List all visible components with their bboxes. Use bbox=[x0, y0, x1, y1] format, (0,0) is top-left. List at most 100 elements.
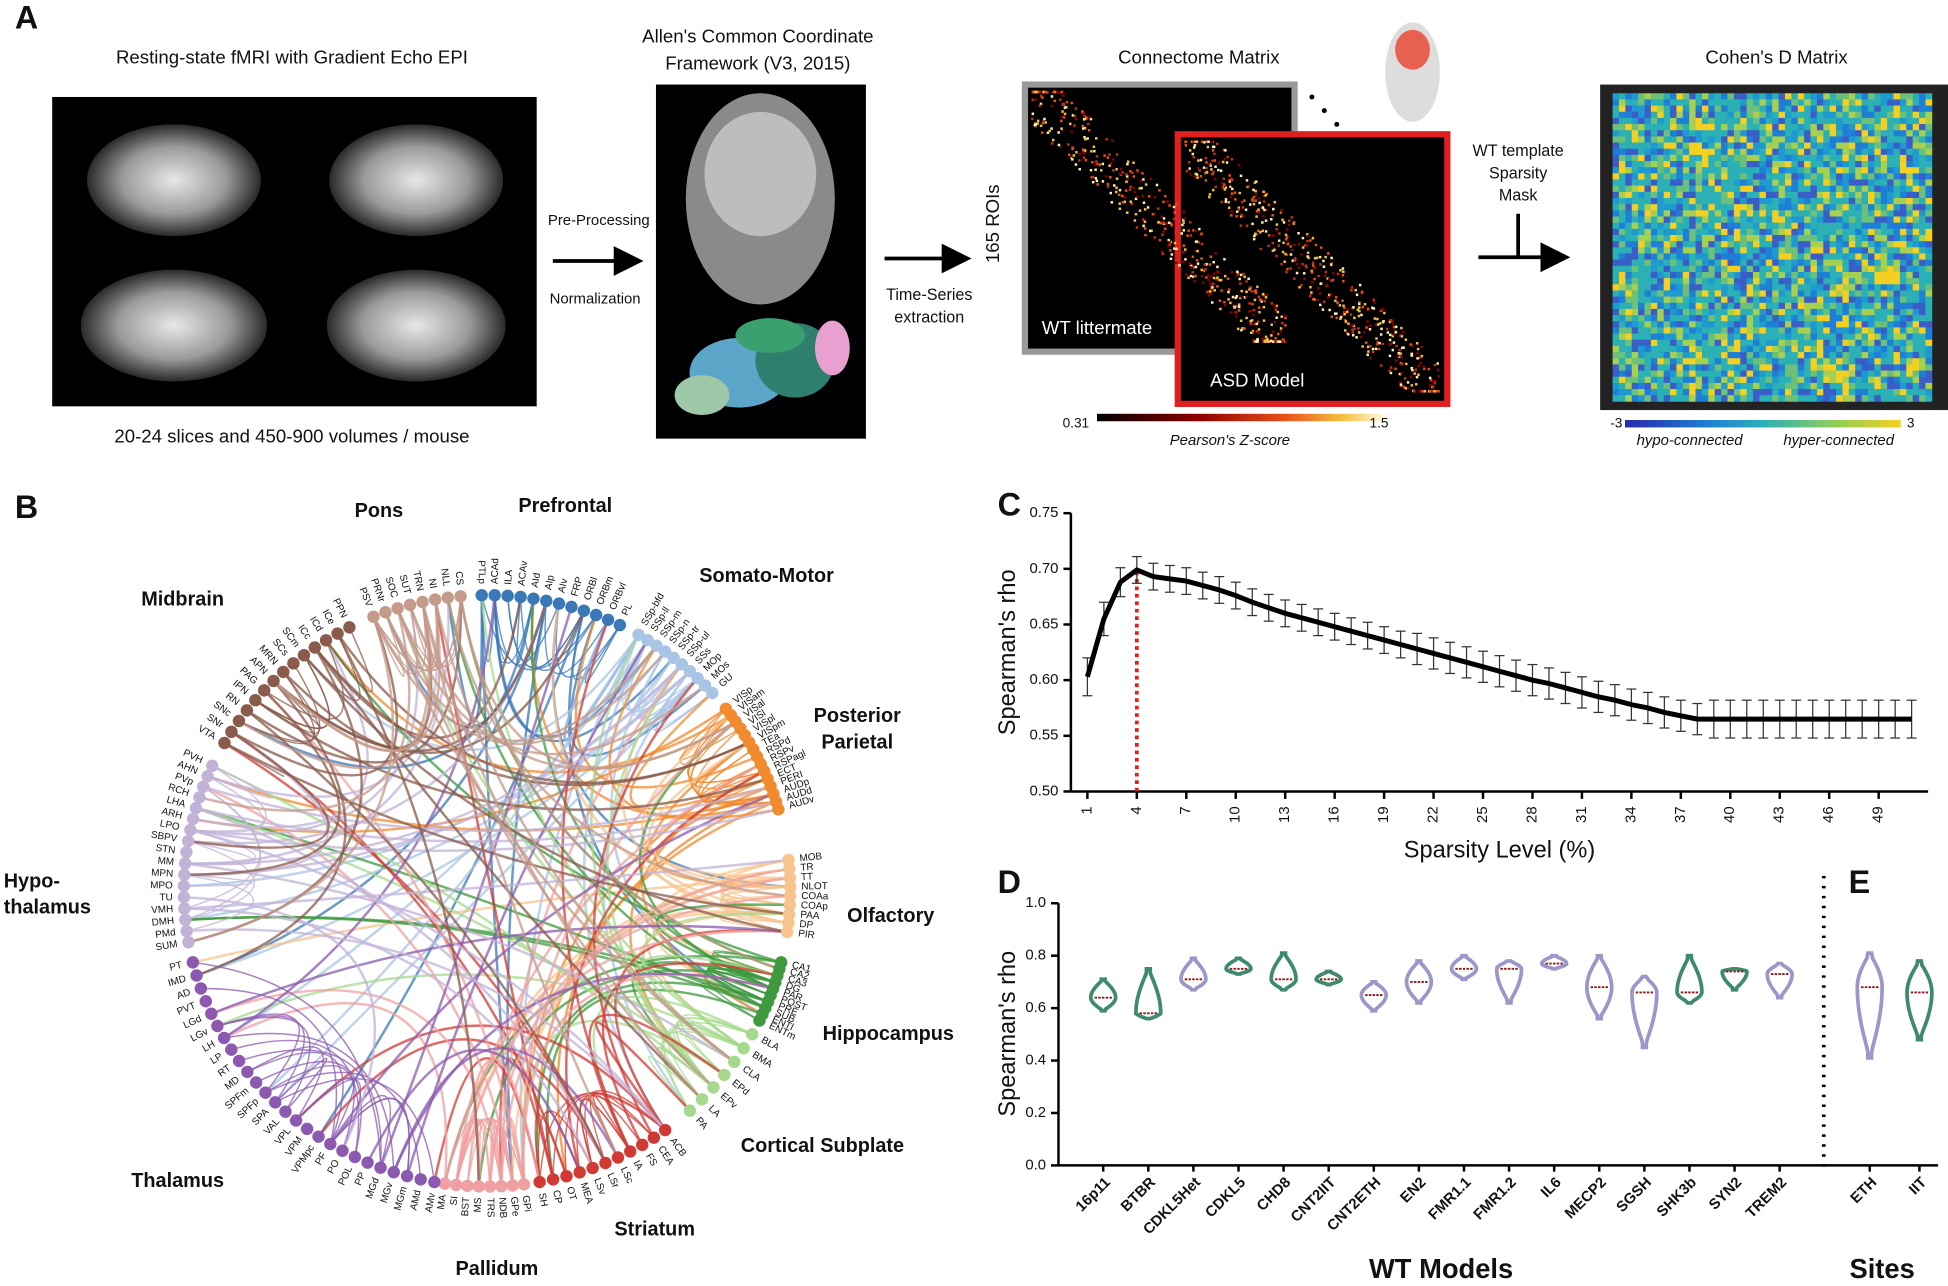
speckle bbox=[1262, 214, 1264, 216]
cell bbox=[1689, 112, 1696, 119]
speckle bbox=[1215, 186, 1217, 188]
cell bbox=[1715, 149, 1722, 156]
cell bbox=[1919, 217, 1926, 224]
panel-letter: E bbox=[1849, 864, 1871, 900]
cell bbox=[1791, 278, 1798, 285]
cell bbox=[1664, 167, 1671, 174]
cell bbox=[1823, 278, 1830, 285]
speckle bbox=[1371, 307, 1373, 309]
cell bbox=[1613, 315, 1620, 322]
cell bbox=[1683, 383, 1690, 390]
speckle bbox=[1110, 192, 1112, 194]
roi-label: MA bbox=[436, 1194, 449, 1211]
cell bbox=[1657, 247, 1664, 254]
cell bbox=[1670, 272, 1677, 279]
speckle bbox=[1174, 211, 1176, 213]
cell bbox=[1676, 161, 1683, 168]
cell bbox=[1894, 149, 1901, 156]
cell bbox=[1625, 93, 1632, 100]
cell bbox=[1676, 118, 1683, 125]
cell bbox=[1868, 358, 1875, 365]
cell bbox=[1830, 112, 1837, 119]
cell bbox=[1798, 352, 1805, 359]
speckle bbox=[1357, 327, 1359, 329]
cell bbox=[1817, 136, 1824, 143]
cell bbox=[1657, 155, 1664, 162]
node bbox=[277, 666, 289, 678]
speckle bbox=[1214, 166, 1216, 168]
cell bbox=[1651, 247, 1658, 254]
cell bbox=[1740, 321, 1747, 328]
speckle bbox=[1260, 248, 1262, 250]
speckle bbox=[1032, 113, 1034, 115]
cell bbox=[1715, 303, 1722, 310]
cell bbox=[1619, 253, 1626, 260]
cell bbox=[1696, 112, 1703, 119]
x-tick-label: FMR1.1 bbox=[1426, 1175, 1475, 1224]
cell bbox=[1696, 371, 1703, 378]
cell bbox=[1894, 278, 1901, 285]
speckle bbox=[1115, 168, 1117, 170]
cell bbox=[1670, 223, 1677, 230]
cell bbox=[1894, 358, 1901, 365]
cell bbox=[1887, 358, 1894, 365]
cell bbox=[1849, 235, 1856, 242]
speckle bbox=[1204, 264, 1206, 266]
cell bbox=[1721, 229, 1728, 236]
speckle bbox=[1090, 169, 1092, 171]
cell bbox=[1689, 204, 1696, 211]
cell bbox=[1638, 340, 1645, 347]
x-tick-label: 49 bbox=[1871, 806, 1887, 823]
cell bbox=[1925, 112, 1932, 119]
speckle bbox=[1360, 336, 1362, 338]
speckle bbox=[1200, 232, 1202, 234]
cell bbox=[1689, 303, 1696, 310]
cell bbox=[1759, 241, 1766, 248]
cell bbox=[1874, 192, 1881, 199]
cell bbox=[1664, 136, 1671, 143]
cell bbox=[1830, 272, 1837, 279]
cell bbox=[1721, 223, 1728, 230]
speckle bbox=[1320, 246, 1322, 248]
cell bbox=[1849, 106, 1856, 113]
speckle bbox=[1231, 210, 1233, 212]
cell bbox=[1747, 99, 1754, 106]
speckle bbox=[1163, 217, 1165, 219]
speckle bbox=[1273, 321, 1275, 323]
cell bbox=[1791, 395, 1798, 402]
speckle bbox=[1330, 293, 1332, 295]
cell bbox=[1657, 235, 1664, 242]
cell bbox=[1683, 229, 1690, 236]
speckle bbox=[1208, 163, 1210, 165]
cell bbox=[1842, 106, 1849, 113]
cell bbox=[1830, 161, 1837, 168]
cell bbox=[1779, 260, 1786, 267]
speckle bbox=[1188, 167, 1190, 169]
speckle bbox=[1398, 349, 1400, 351]
cell bbox=[1715, 192, 1722, 199]
cell bbox=[1708, 118, 1715, 125]
cell bbox=[1676, 346, 1683, 353]
cell bbox=[1925, 93, 1932, 100]
cell bbox=[1894, 266, 1901, 273]
cell bbox=[1785, 321, 1792, 328]
cell bbox=[1632, 136, 1639, 143]
cell bbox=[1708, 315, 1715, 322]
speckle bbox=[1032, 91, 1034, 93]
cell bbox=[1734, 229, 1741, 236]
cell bbox=[1868, 253, 1875, 260]
cell bbox=[1670, 198, 1677, 205]
cell bbox=[1887, 118, 1894, 125]
cell bbox=[1664, 297, 1671, 304]
cell bbox=[1791, 217, 1798, 224]
cell bbox=[1683, 93, 1690, 100]
cell bbox=[1779, 315, 1786, 322]
cell bbox=[1657, 364, 1664, 371]
cell bbox=[1874, 395, 1881, 402]
cell bbox=[1817, 383, 1824, 390]
cell bbox=[1881, 334, 1888, 341]
cell bbox=[1683, 198, 1690, 205]
speckle bbox=[1351, 286, 1353, 288]
cell bbox=[1874, 247, 1881, 254]
cell bbox=[1894, 99, 1901, 106]
